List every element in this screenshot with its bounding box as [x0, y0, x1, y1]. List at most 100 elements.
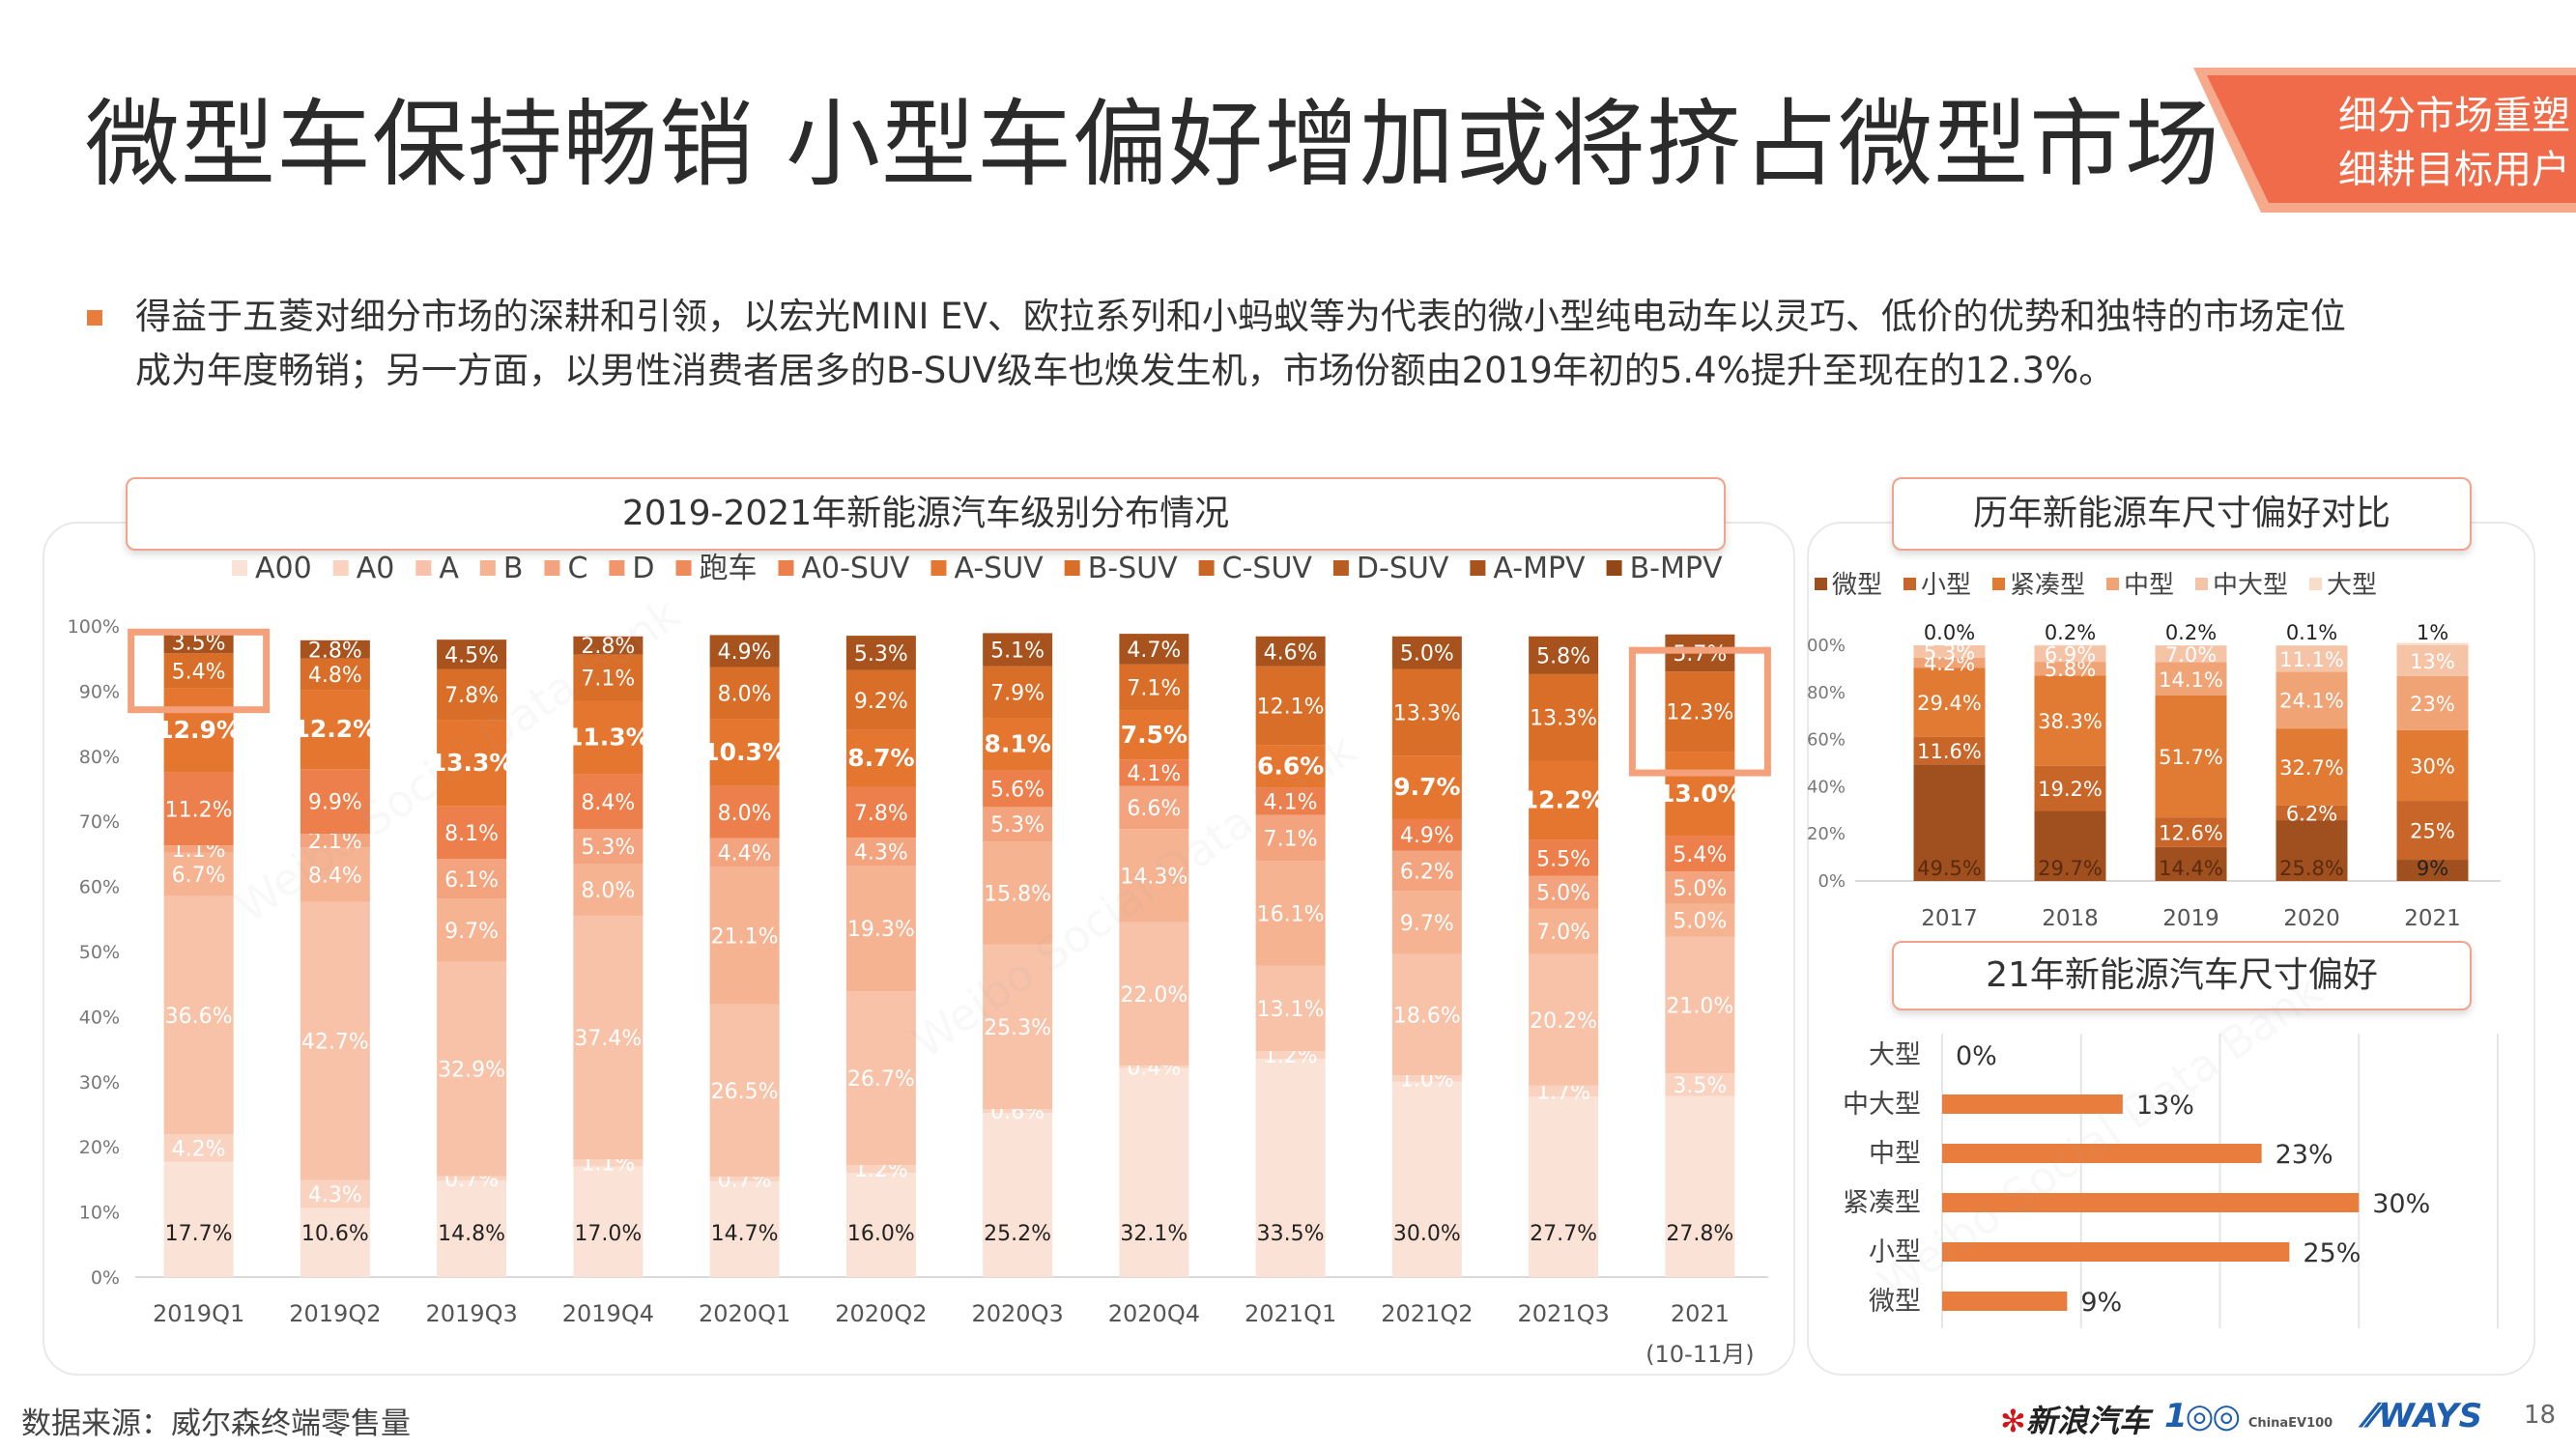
bar-segment-a-suv [573, 700, 644, 775]
legend-label-a-suv: A-SUV [954, 552, 1044, 585]
legend-swatch-c [544, 560, 560, 576]
y-category-label: 紧凑型 [1843, 1188, 1921, 1218]
data-label-中型: 23% [2410, 693, 2455, 716]
bar-segment-a-suv [983, 718, 1053, 771]
data-label-a0-suv: 8.4% [581, 791, 635, 815]
legend-swatch-d-suv [1332, 560, 1349, 576]
y-tick-label: 20% [1807, 824, 1846, 844]
legend-label-大型: 大型 [2327, 571, 2377, 600]
data-label: 9% [2080, 1288, 2122, 1318]
bar-segment-中型 [2275, 671, 2348, 729]
bar-segment-b [983, 841, 1053, 945]
bar-segment-a0-suv [1391, 818, 1462, 851]
x-tick-label: 2019Q4 [562, 1300, 654, 1327]
bar-segment-a-mpv [1391, 636, 1462, 669]
data-label-微型: 29.7% [2038, 857, 2103, 880]
legend-swatch-小型 [1903, 578, 1916, 590]
data-label-a: 26.5% [711, 1080, 779, 1104]
data-label-a: 42.7% [301, 1031, 369, 1055]
legend-swatch-a-mpv [1470, 560, 1486, 576]
data-label-a-suv: 10.3% [702, 738, 787, 766]
bar-segment-c [163, 845, 234, 853]
data-label-a-mpv: 5.3% [854, 642, 908, 667]
ways-logo-icon: ⁄⁄ [2367, 1397, 2379, 1435]
x-tick-label: 2021Q1 [1245, 1300, 1336, 1327]
bar-segment-a00 [163, 1161, 234, 1277]
bar-segment-a-suv [1665, 752, 1735, 837]
bar-segment-b [300, 847, 370, 902]
size-2021-chart: 大型 0% 中大型 13% 中型 23% 紧凑型 30% 小型 25% 微型 9% [1843, 1034, 2499, 1328]
legend-label-小型: 小型 [1921, 571, 1971, 600]
bar-segment-a00 [709, 1180, 780, 1277]
bar-segment-a00 [983, 1113, 1053, 1277]
y-tick-label: 100% [68, 616, 120, 638]
data-label-a: 21.0% [1666, 994, 1733, 1018]
data-label-紧凑型: 32.7% [2279, 756, 2344, 780]
y-tick-label: 10% [79, 1203, 120, 1224]
bar-segment-a [573, 915, 644, 1160]
data-label-紧凑型: 30% [2410, 754, 2455, 778]
data-label-b-suv: 5.4% [172, 661, 226, 685]
bar-segment-a [1255, 965, 1326, 1052]
bar-segment-微型 [1913, 764, 1986, 881]
bar-segment-b-suv [983, 666, 1053, 719]
data-label-b-suv: 13.3% [1393, 701, 1461, 725]
bar-segment-b-suv [845, 669, 916, 730]
bar-segment-a-suv [163, 688, 234, 773]
legend-label-微型: 微型 [1832, 571, 1882, 600]
x-tick-label: 2021 [2404, 906, 2461, 931]
data-label-a0: 3.5% [1673, 1074, 1727, 1098]
bar-segment-a0 [1391, 1075, 1462, 1082]
y-category-label: 中型 [1869, 1139, 1921, 1169]
y-tick-label: 70% [79, 811, 120, 833]
bar-segment-c [1255, 814, 1326, 862]
data-label-a0-suv: 5.5% [1536, 847, 1590, 871]
bar-segment-a [709, 1004, 780, 1178]
bar-segment-a00 [1119, 1067, 1189, 1277]
bar-segment-小型 [2396, 801, 2469, 861]
legend-swatch-中大型 [2195, 578, 2208, 590]
legend-label-d: D [632, 552, 654, 585]
bar-segment-c [709, 838, 780, 867]
ways-logo-text: WAYS [2378, 1397, 2483, 1435]
legend-swatch-跑车 [675, 560, 692, 576]
legend-swatch-a0-suv [778, 560, 794, 576]
y-tick-label: 80% [1807, 683, 1846, 703]
x-tick-label: 2017 [1921, 906, 1978, 931]
data-label-微型: 25.8% [2279, 857, 2344, 880]
bar-segment-紧凑型 [2155, 695, 2227, 818]
bar-segment-c [573, 829, 644, 865]
legend-swatch-b-suv [1064, 560, 1080, 576]
legend-swatch-a00 [232, 560, 247, 576]
bar-segment-a-mpv [709, 635, 780, 668]
y-tick-label: 60% [79, 877, 120, 898]
data-label-大型: 1% [2417, 621, 2448, 644]
bar-segment-a [1391, 953, 1462, 1076]
legend-label-a0: A0 [357, 552, 395, 585]
data-label-a-suv: 12.2% [1522, 786, 1606, 814]
data-label-b: 14.3% [1120, 865, 1188, 889]
data-label-c: 7.1% [1264, 827, 1318, 851]
data-label-a0-suv: 7.8% [854, 802, 908, 826]
y-tick-label: 90% [79, 681, 120, 702]
bar-segment-a0-suv [1665, 836, 1735, 872]
bar-segment-a-suv [1391, 755, 1462, 819]
bar-segment-a [1119, 922, 1189, 1065]
bar-segment-小型 [2034, 765, 2106, 811]
data-label-b-suv: 9.2% [854, 690, 908, 714]
bar-segment-c [845, 838, 916, 867]
page-title: 微型车保持畅销 小型车偏好增加或将挤占微型市场 [85, 90, 2221, 200]
bar-segment-a0-suv [573, 774, 644, 830]
ways-logo: ⁄⁄WAYS [2367, 1397, 2482, 1435]
data-label-a00: 25.2% [984, 1222, 1051, 1246]
main-chart-title: 2019-2021年新能源汽车级别分布情况 [126, 477, 1726, 551]
hbar-中大型 [1942, 1094, 2123, 1114]
data-label-a-suv: 11.3% [566, 724, 650, 752]
bar-segment-c [983, 807, 1053, 842]
data-label-小型: 12.6% [2159, 821, 2223, 844]
bar-segment-紧凑型 [1913, 668, 1986, 737]
data-label-a0-suv: 4.1% [1264, 791, 1318, 815]
data-label-a0-suv: 11.2% [165, 798, 233, 822]
data-label-c: 4.4% [718, 842, 772, 867]
bar-segment-b-suv [1119, 664, 1189, 711]
